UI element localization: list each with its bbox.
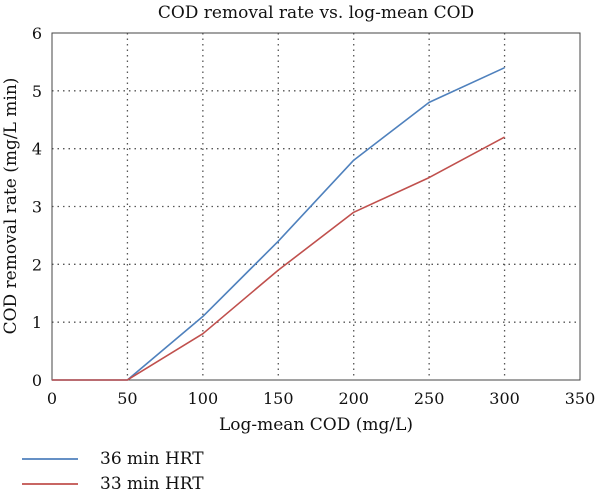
y-tick-label: 5 bbox=[32, 82, 42, 101]
legend-label-2: 33 min HRT bbox=[100, 474, 204, 494]
x-tick-label: 250 bbox=[414, 389, 445, 408]
series-lines bbox=[52, 66, 505, 381]
x-tick-label: 0 bbox=[47, 389, 57, 408]
x-tick-label: 150 bbox=[263, 389, 294, 408]
y-tick-label: 6 bbox=[32, 24, 42, 43]
y-axis-label: COD removal rate (mg/L min) bbox=[1, 78, 21, 335]
plot-frame bbox=[51, 32, 581, 381]
legend: 36 min HRT 33 min HRT bbox=[22, 449, 204, 494]
y-tick-label: 1 bbox=[32, 313, 42, 332]
y-tick-label: 3 bbox=[32, 198, 42, 217]
axes bbox=[51, 32, 581, 381]
series-line-1 bbox=[52, 66, 505, 381]
grid-lines bbox=[52, 33, 580, 380]
x-axis-label: Log-mean COD (mg/L) bbox=[219, 415, 413, 435]
legend-label-1: 36 min HRT bbox=[100, 449, 204, 469]
x-tick-label: 300 bbox=[489, 389, 520, 408]
series-line-2 bbox=[52, 136, 505, 381]
x-tick-label: 100 bbox=[188, 389, 219, 408]
x-tick-label: 200 bbox=[338, 389, 369, 408]
x-tick-label: 50 bbox=[117, 389, 137, 408]
chart-title: COD removal rate vs. log-mean COD bbox=[158, 3, 474, 23]
x-tick-label: 350 bbox=[565, 389, 596, 408]
y-tick-label: 0 bbox=[32, 371, 42, 390]
y-tick-label: 2 bbox=[32, 255, 42, 274]
tick-labels: 0 50 100 150 200 250 300 350 0 1 2 3 4 5 6 bbox=[32, 24, 595, 408]
y-tick-label: 4 bbox=[32, 140, 42, 159]
